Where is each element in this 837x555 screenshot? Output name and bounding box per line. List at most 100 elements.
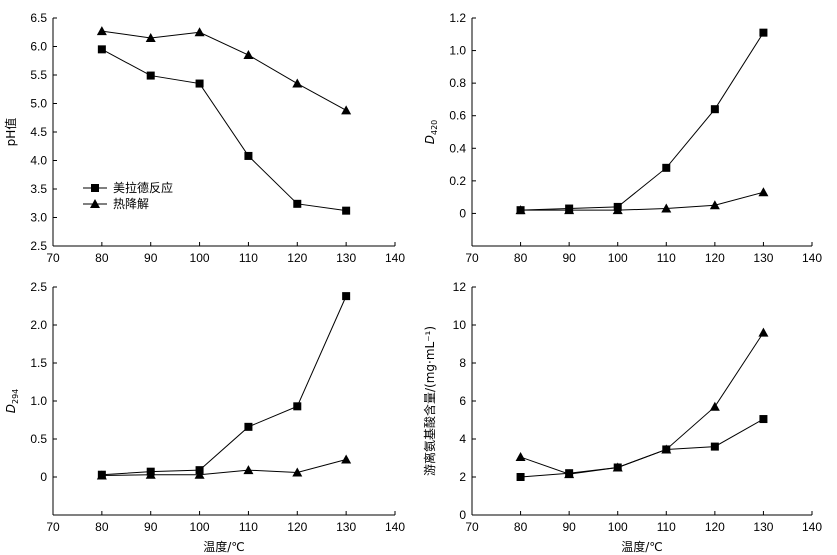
y-axis-title: 游离氨基酸含量/(mg·mL⁻¹) <box>422 326 437 476</box>
y-tick-label: 1.0 <box>449 44 466 58</box>
data-point-triangle <box>292 467 303 477</box>
y-tick-label: 2 <box>459 470 466 484</box>
x-tick-label: 70 <box>46 520 60 534</box>
data-point-square <box>146 71 155 80</box>
x-tick-label: 90 <box>144 520 158 534</box>
data-point-square <box>662 163 671 172</box>
data-point-square <box>195 79 204 88</box>
x-axis-title: 温度/℃ <box>621 539 663 554</box>
data-point-square <box>342 206 351 215</box>
y-tick-label: 2.5 <box>30 239 47 253</box>
y-tick-label: 0 <box>40 470 47 484</box>
data-point-triangle <box>709 200 720 210</box>
y-tick-label: 4.0 <box>30 154 47 168</box>
data-point-triangle <box>341 105 352 115</box>
x-tick-label: 100 <box>190 520 210 534</box>
chart-panel-ph: 70 80 90 100 110 120 130 140 2.5 3.0 3.5 4.0 4.5 5.0 5… <box>3 11 405 265</box>
y-tick-label: 0 <box>459 206 466 220</box>
x-tick-label: 120 <box>287 251 307 265</box>
data-point-square <box>710 105 719 114</box>
data-point-triangle <box>564 469 575 479</box>
data-point-triangle <box>145 32 156 42</box>
series-line-triangle <box>101 459 347 476</box>
y-tick-label: 1.0 <box>30 394 47 408</box>
data-point-triangle <box>612 462 623 472</box>
x-tick-label: 130 <box>336 520 356 534</box>
y-axis-title-subscript: 420 <box>430 120 439 135</box>
data-point-triangle <box>661 444 672 454</box>
y-tick-label: 0 <box>459 508 466 522</box>
x-tick-label: 130 <box>753 251 773 265</box>
x-tick-label: 80 <box>95 251 109 265</box>
y-axis-title-main: D <box>4 404 18 413</box>
y-tick-label: 2.0 <box>30 318 47 332</box>
y-tick-label: 1.5 <box>30 356 47 370</box>
x-tick-label: 70 <box>46 251 60 265</box>
x-tick-label: 120 <box>705 251 725 265</box>
series-line-square <box>520 418 764 478</box>
data-point-triangle <box>661 203 672 213</box>
data-point-square <box>244 151 253 160</box>
x-tick-label: 70 <box>465 520 479 534</box>
y-tick-label: 6.5 <box>30 11 47 25</box>
chart-panel-d294: 70 80 90 100 110 120 130 140 0 0.5 1.0 1.5 2.0 2.5 温度/… <box>4 280 405 554</box>
y-axis-title-main: D <box>423 135 437 144</box>
y-tick-label: 0.8 <box>449 76 466 90</box>
data-point-square <box>244 422 253 431</box>
data-point-triangle <box>243 465 254 475</box>
x-tick-label: 120 <box>287 520 307 534</box>
x-tick-label: 100 <box>608 251 628 265</box>
data-point-triangle <box>243 50 254 60</box>
data-point-square <box>97 45 106 54</box>
data-point-triangle <box>96 470 107 480</box>
x-tick-label: 140 <box>802 251 822 265</box>
data-point-square <box>516 473 525 481</box>
legend-label: 美拉德反应 <box>113 180 173 195</box>
data-point-triangle <box>758 187 769 197</box>
y-axis-title: D420 <box>423 120 439 145</box>
chart-panel-aa: 70 80 90 100 110 120 130 140 0 2 4 6 8 10 12 温度/℃ 游离氨基酸含… <box>422 280 822 554</box>
y-tick-label: 0.6 <box>449 109 466 123</box>
data-point-triangle <box>292 78 303 88</box>
data-point-triangle <box>515 452 526 462</box>
y-tick-label: 4 <box>459 432 466 446</box>
y-tick-label: 12 <box>453 280 467 294</box>
y-tick-label: 6.0 <box>30 40 47 54</box>
data-point-triangle <box>709 401 720 411</box>
data-point-square <box>293 402 302 411</box>
data-point-square <box>342 292 351 301</box>
x-tick-label: 110 <box>239 520 258 534</box>
y-axis-title-subscript: 294 <box>11 389 20 404</box>
data-point-triangle <box>194 469 205 479</box>
chart-panel-d420: 70 80 90 100 110 120 130 140 0 0.2 0.4 0.6 0.8 1.0 1.2… <box>423 11 822 265</box>
y-tick-label: 5.5 <box>30 68 47 82</box>
x-axis-title: 温度/℃ <box>203 539 245 554</box>
x-tick-label: 140 <box>802 520 822 534</box>
x-tick-label: 110 <box>239 251 258 265</box>
x-tick-label: 120 <box>705 520 725 534</box>
x-tick-label: 130 <box>336 251 356 265</box>
x-tick-label: 90 <box>144 251 158 265</box>
series-line-square <box>520 32 764 211</box>
y-tick-label: 2.5 <box>30 280 47 294</box>
x-tick-label: 80 <box>514 520 528 534</box>
y-tick-label: 0.2 <box>449 174 466 188</box>
x-tick-label: 80 <box>514 251 528 265</box>
series-line-square <box>101 295 347 476</box>
y-tick-label: 10 <box>453 318 467 332</box>
y-tick-label: 3.5 <box>30 182 47 196</box>
y-tick-label: 8 <box>459 356 466 370</box>
x-tick-label: 110 <box>657 520 676 534</box>
x-tick-label: 70 <box>465 251 479 265</box>
x-tick-label: 90 <box>562 520 576 534</box>
y-axis-title: D294 <box>4 389 20 414</box>
x-tick-label: 140 <box>385 251 405 265</box>
data-point-square <box>710 442 719 451</box>
x-tick-label: 100 <box>190 251 210 265</box>
y-axis-title: pH值 <box>3 118 18 147</box>
y-tick-label: 6 <box>459 394 466 408</box>
x-tick-label: 90 <box>562 251 576 265</box>
data-point-triangle <box>341 454 352 464</box>
x-tick-label: 140 <box>385 520 405 534</box>
